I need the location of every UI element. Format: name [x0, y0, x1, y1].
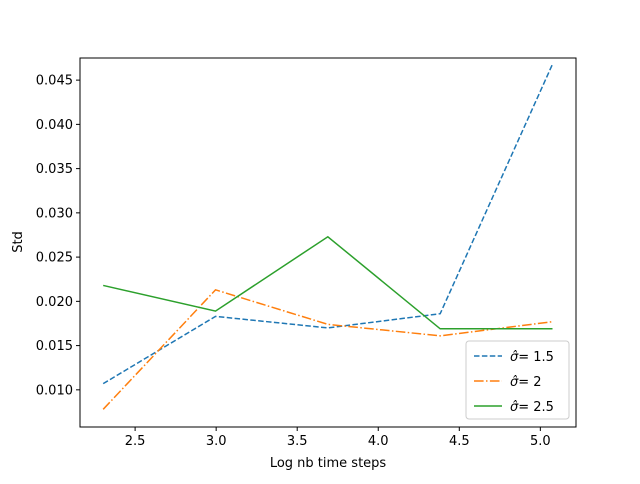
y-axis-ticks: 0.010 0.015 0.020 0.025 0.030 0.035 0.040 0.045: [36, 74, 80, 398]
y-tick-label: 0.015: [36, 339, 73, 354]
legend-entry-value: 2: [533, 375, 541, 390]
x-axis-label: Log nb time steps: [270, 456, 387, 471]
legend-entry-label: σ̂= 1.5: [510, 350, 554, 365]
plot-frame: [79, 57, 577, 428]
x-tick-label: 3.0: [206, 434, 227, 449]
y-tick-label: 0.045: [36, 74, 73, 89]
y-tick-label: 0.030: [36, 206, 73, 221]
series-lines: [102, 63, 554, 410]
series-line-1: [102, 63, 554, 385]
x-tick-label: 5.0: [530, 434, 551, 449]
x-tick-label: 2.5: [125, 434, 146, 449]
y-tick-label: 0.010: [36, 383, 73, 398]
legend-entry-value: 2.5: [533, 400, 554, 415]
series-line-2: [102, 288, 553, 410]
legend-box: [465, 340, 570, 420]
x-tick-label: 3.5: [287, 434, 308, 449]
x-tick-label: 4.5: [449, 434, 470, 449]
x-axis-ticks: 2.5 3.0 3.5 4.0 4.5 5.0: [125, 427, 551, 449]
y-tick-label: 0.025: [36, 251, 73, 266]
y-tick-label: 0.020: [36, 295, 73, 310]
legend: σ̂= 1.5 σ̂= 2 σ̂= 2.5: [465, 340, 570, 420]
y-tick-label: 0.040: [36, 118, 73, 133]
y-tick-label: 0.035: [36, 162, 73, 177]
legend-entry-label: σ̂= 2: [510, 375, 542, 390]
x-tick-label: 4.0: [368, 434, 389, 449]
legend-entry-label: σ̂= 2.5: [510, 400, 554, 415]
series-line-3: [103, 235, 553, 330]
y-axis-label: Std: [11, 231, 26, 253]
legend-entry-value: 1.5: [533, 350, 554, 365]
